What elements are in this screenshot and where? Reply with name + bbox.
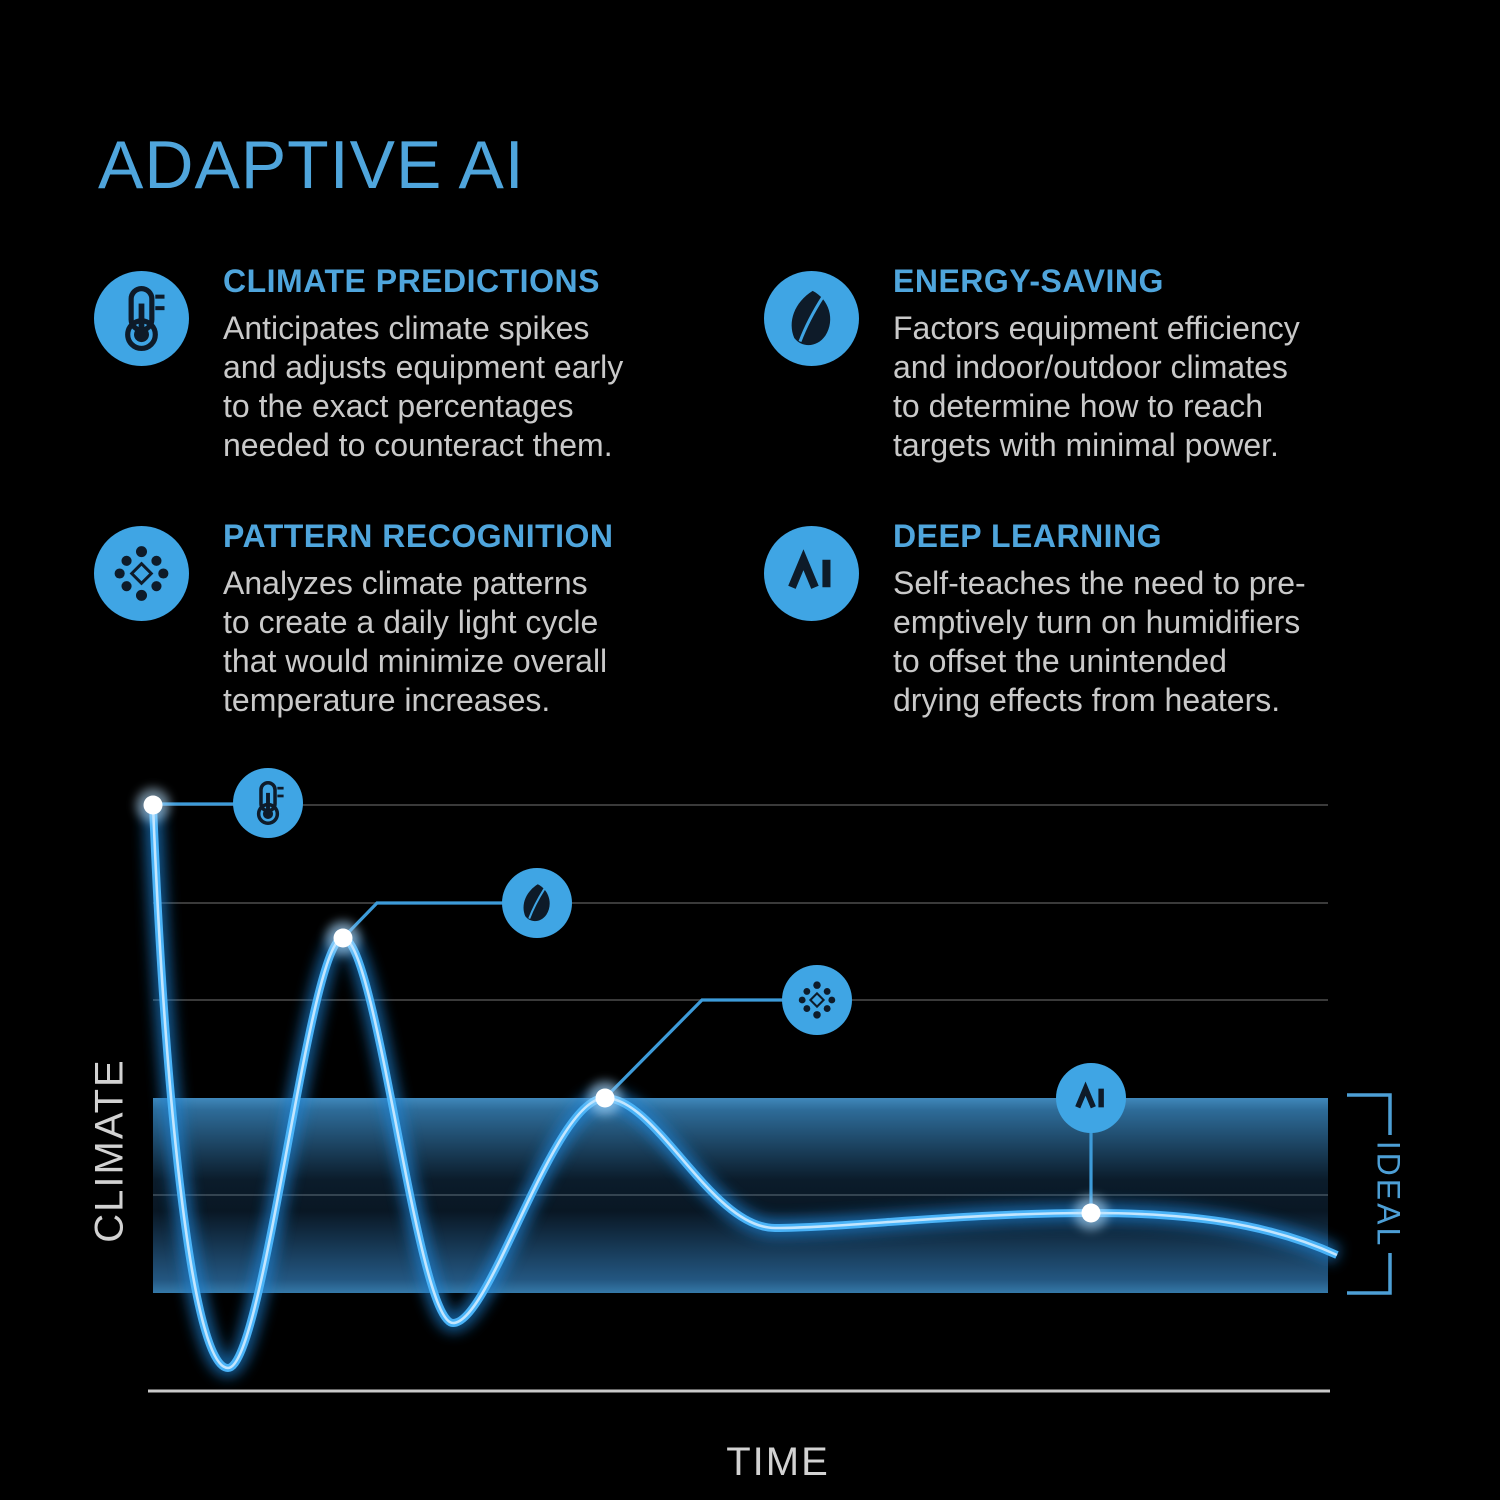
feature-heading: ENERGY-SAVING xyxy=(893,263,1164,299)
ai-icon xyxy=(764,526,859,621)
climate-time-chart xyxy=(136,768,1392,1393)
pattern-dots-chart-icon xyxy=(782,965,852,1035)
feature-body: Analyzes climate patterns to create a da… xyxy=(223,565,608,718)
feature-pattern-recognition: PATTERN RECOGNITION Analyzes climate pat… xyxy=(94,518,723,720)
feature-deep-learning: DEEP LEARNING Self-teaches the need to p… xyxy=(764,518,1393,720)
leaf-chart-icon xyxy=(502,868,572,938)
climate-curve xyxy=(144,804,1341,1378)
feature-body: Self-teaches the need to pre- emptively … xyxy=(893,565,1306,718)
feature-heading: CLIMATE PREDICTIONS xyxy=(223,263,600,299)
feature-body: Factors equipment efficiency and indoor/… xyxy=(893,310,1300,463)
x-axis-label: TIME xyxy=(726,1440,830,1484)
feature-heading: PATTERN RECOGNITION xyxy=(223,518,614,554)
page-title: ADAPTIVE AI xyxy=(98,127,525,203)
feature-climate-predictions: CLIMATE PREDICTIONS Anticipates climate … xyxy=(94,263,723,465)
leaf-icon xyxy=(764,271,859,366)
ai-chart-icon xyxy=(1056,1063,1126,1133)
feature-heading: DEEP LEARNING xyxy=(893,518,1163,554)
curve-marker-dots xyxy=(136,788,1108,1230)
feature-energy-saving: ENERGY-SAVING Factors equipment efficien… xyxy=(764,263,1393,465)
ideal-bracket xyxy=(1347,1093,1392,1295)
pattern-dots-icon xyxy=(94,526,189,621)
marker-connectors xyxy=(160,802,1093,1205)
feature-body: Anticipates climate spikes and adjusts e… xyxy=(223,310,624,463)
gridlines xyxy=(153,804,1328,1196)
ideal-band-label: IDEAL xyxy=(1370,1140,1407,1249)
thermometer-icon xyxy=(94,271,189,366)
y-axis-label: CLIMATE xyxy=(87,1058,132,1243)
thermometer-chart-icon xyxy=(233,768,303,838)
